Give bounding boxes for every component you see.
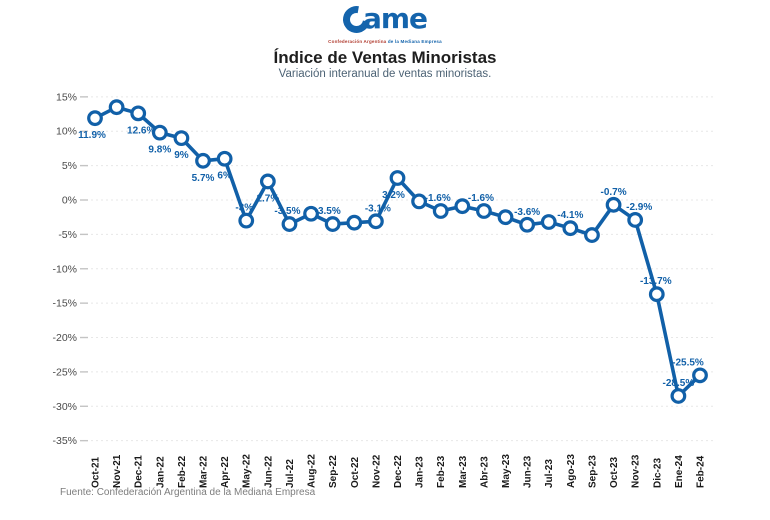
data-point-label: -13.7% bbox=[640, 276, 672, 287]
data-point-marker bbox=[627, 212, 644, 228]
data-point-marker bbox=[670, 388, 687, 404]
data-point-label: -28.5% bbox=[663, 378, 695, 389]
y-tick-label: 10% bbox=[56, 126, 77, 138]
data-point-label: 5.7% bbox=[192, 173, 215, 184]
data-point-marker bbox=[238, 212, 255, 229]
x-tick-label: Jul-22 bbox=[285, 459, 296, 488]
data-point-label: 12.6% bbox=[127, 125, 155, 136]
y-tick-label: -25% bbox=[52, 366, 77, 378]
data-point-marker bbox=[519, 216, 536, 233]
x-tick-label: Aug-22 bbox=[307, 454, 318, 488]
data-point-label: -3.5% bbox=[315, 206, 341, 217]
data-point-label: 9% bbox=[174, 150, 189, 161]
y-tick-label: 15% bbox=[56, 91, 77, 103]
data-point-marker bbox=[303, 205, 319, 222]
x-tick-label: Jul-23 bbox=[544, 459, 555, 488]
data-point-label: 9.8% bbox=[148, 145, 171, 156]
x-tick-label: Ago-23 bbox=[566, 454, 577, 488]
data-point-marker bbox=[216, 150, 233, 167]
data-point-marker bbox=[173, 130, 190, 147]
came-logo-wordmark: ame bbox=[362, 2, 428, 35]
y-tick-label: -15% bbox=[52, 298, 77, 310]
y-tick-label: 5% bbox=[62, 160, 77, 172]
x-tick-label: Sep-22 bbox=[328, 455, 339, 488]
data-point-marker bbox=[411, 193, 428, 210]
data-point-label: 2.7% bbox=[256, 193, 279, 204]
y-tick-label: -35% bbox=[52, 435, 77, 447]
data-point-label: -3.1% bbox=[365, 203, 391, 214]
data-point-marker bbox=[130, 105, 147, 122]
data-point-label: 6% bbox=[217, 171, 232, 182]
x-tick-label: Jan-22 bbox=[155, 456, 166, 488]
data-point-marker bbox=[87, 110, 103, 127]
data-point-marker bbox=[476, 203, 492, 219]
x-tick-label: Jan-23 bbox=[415, 456, 426, 488]
data-point-marker bbox=[346, 214, 363, 231]
data-point-marker bbox=[497, 209, 514, 226]
data-point-marker bbox=[151, 124, 168, 141]
x-tick-label: Apr-22 bbox=[220, 456, 231, 488]
data-point-marker bbox=[259, 173, 276, 190]
data-point-label: -1.6% bbox=[468, 193, 494, 204]
data-point-marker bbox=[324, 216, 341, 232]
y-tick-label: -20% bbox=[52, 332, 77, 344]
x-tick-label: Oct-21 bbox=[91, 456, 102, 488]
x-tick-label: Feb-24 bbox=[695, 455, 706, 488]
x-tick-label: Sep-23 bbox=[587, 455, 598, 488]
x-tick-label: Mar-22 bbox=[199, 455, 210, 488]
x-tick-label: Ene-24 bbox=[674, 455, 685, 488]
x-tick-label: May-22 bbox=[242, 454, 253, 488]
data-point-marker bbox=[692, 367, 708, 384]
data-point-marker bbox=[605, 196, 622, 213]
x-tick-label: Nov-23 bbox=[631, 454, 642, 488]
data-point-marker bbox=[454, 198, 471, 215]
data-point-label: -2.9% bbox=[626, 202, 652, 213]
x-tick-label: Nov-22 bbox=[371, 454, 382, 488]
data-point-marker bbox=[389, 170, 406, 186]
data-point-marker bbox=[648, 286, 665, 303]
y-tick-label: -10% bbox=[52, 263, 77, 275]
x-tick-label: Abr-23 bbox=[479, 456, 490, 488]
data-point-marker bbox=[562, 220, 579, 237]
data-point-marker bbox=[432, 203, 449, 219]
x-tick-label: Dec-21 bbox=[134, 455, 145, 488]
data-point-label: 11.9% bbox=[78, 130, 106, 141]
data-point-label: -3.6% bbox=[514, 207, 540, 218]
x-tick-label: Oct-23 bbox=[609, 456, 620, 488]
data-point-label: -25.5% bbox=[672, 357, 704, 368]
x-tick-label: Dec-22 bbox=[393, 455, 404, 488]
page-subtitle: Variación interanual de ventas minorista… bbox=[278, 68, 492, 80]
y-tick-label: -5% bbox=[58, 229, 77, 241]
x-tick-label: Dic-23 bbox=[652, 458, 663, 488]
data-point-label: -1.6% bbox=[425, 193, 451, 204]
y-tick-label: 0% bbox=[62, 195, 77, 207]
data-point-label: 3.2% bbox=[382, 190, 405, 201]
came-logo: ame Confederación Argentina de la Median… bbox=[0, 0, 770, 44]
x-tick-label: May-23 bbox=[501, 454, 512, 488]
data-point-marker bbox=[540, 214, 557, 230]
source-note: Fuente: Confederación Argentina de la Me… bbox=[60, 487, 316, 498]
data-point-marker bbox=[108, 99, 125, 116]
x-tick-label: Feb-23 bbox=[436, 455, 447, 488]
came-logo-tagline: Confederación Argentina de la Mediana Em… bbox=[328, 38, 442, 44]
data-point-label: -3% bbox=[235, 203, 253, 214]
x-tick-label: Mar-23 bbox=[458, 455, 469, 488]
x-tick-label: Jun-23 bbox=[523, 455, 534, 488]
x-tick-label: Feb-22 bbox=[177, 455, 188, 488]
x-tick-label: Oct-22 bbox=[350, 456, 361, 488]
y-tick-label: -30% bbox=[52, 401, 77, 413]
data-point-label: -4.1% bbox=[557, 210, 583, 221]
data-point-marker bbox=[367, 213, 384, 230]
x-tick-label: Nov-21 bbox=[112, 454, 123, 488]
data-point-marker bbox=[195, 152, 211, 169]
page-title: Índice de Ventas Minoristas bbox=[273, 48, 497, 67]
x-tick-label: Jun-22 bbox=[263, 455, 274, 488]
data-point-label: -0.7% bbox=[601, 187, 627, 198]
data-point-label: -3.5% bbox=[274, 206, 300, 217]
data-point-marker bbox=[584, 227, 600, 243]
data-point-marker bbox=[281, 216, 298, 232]
